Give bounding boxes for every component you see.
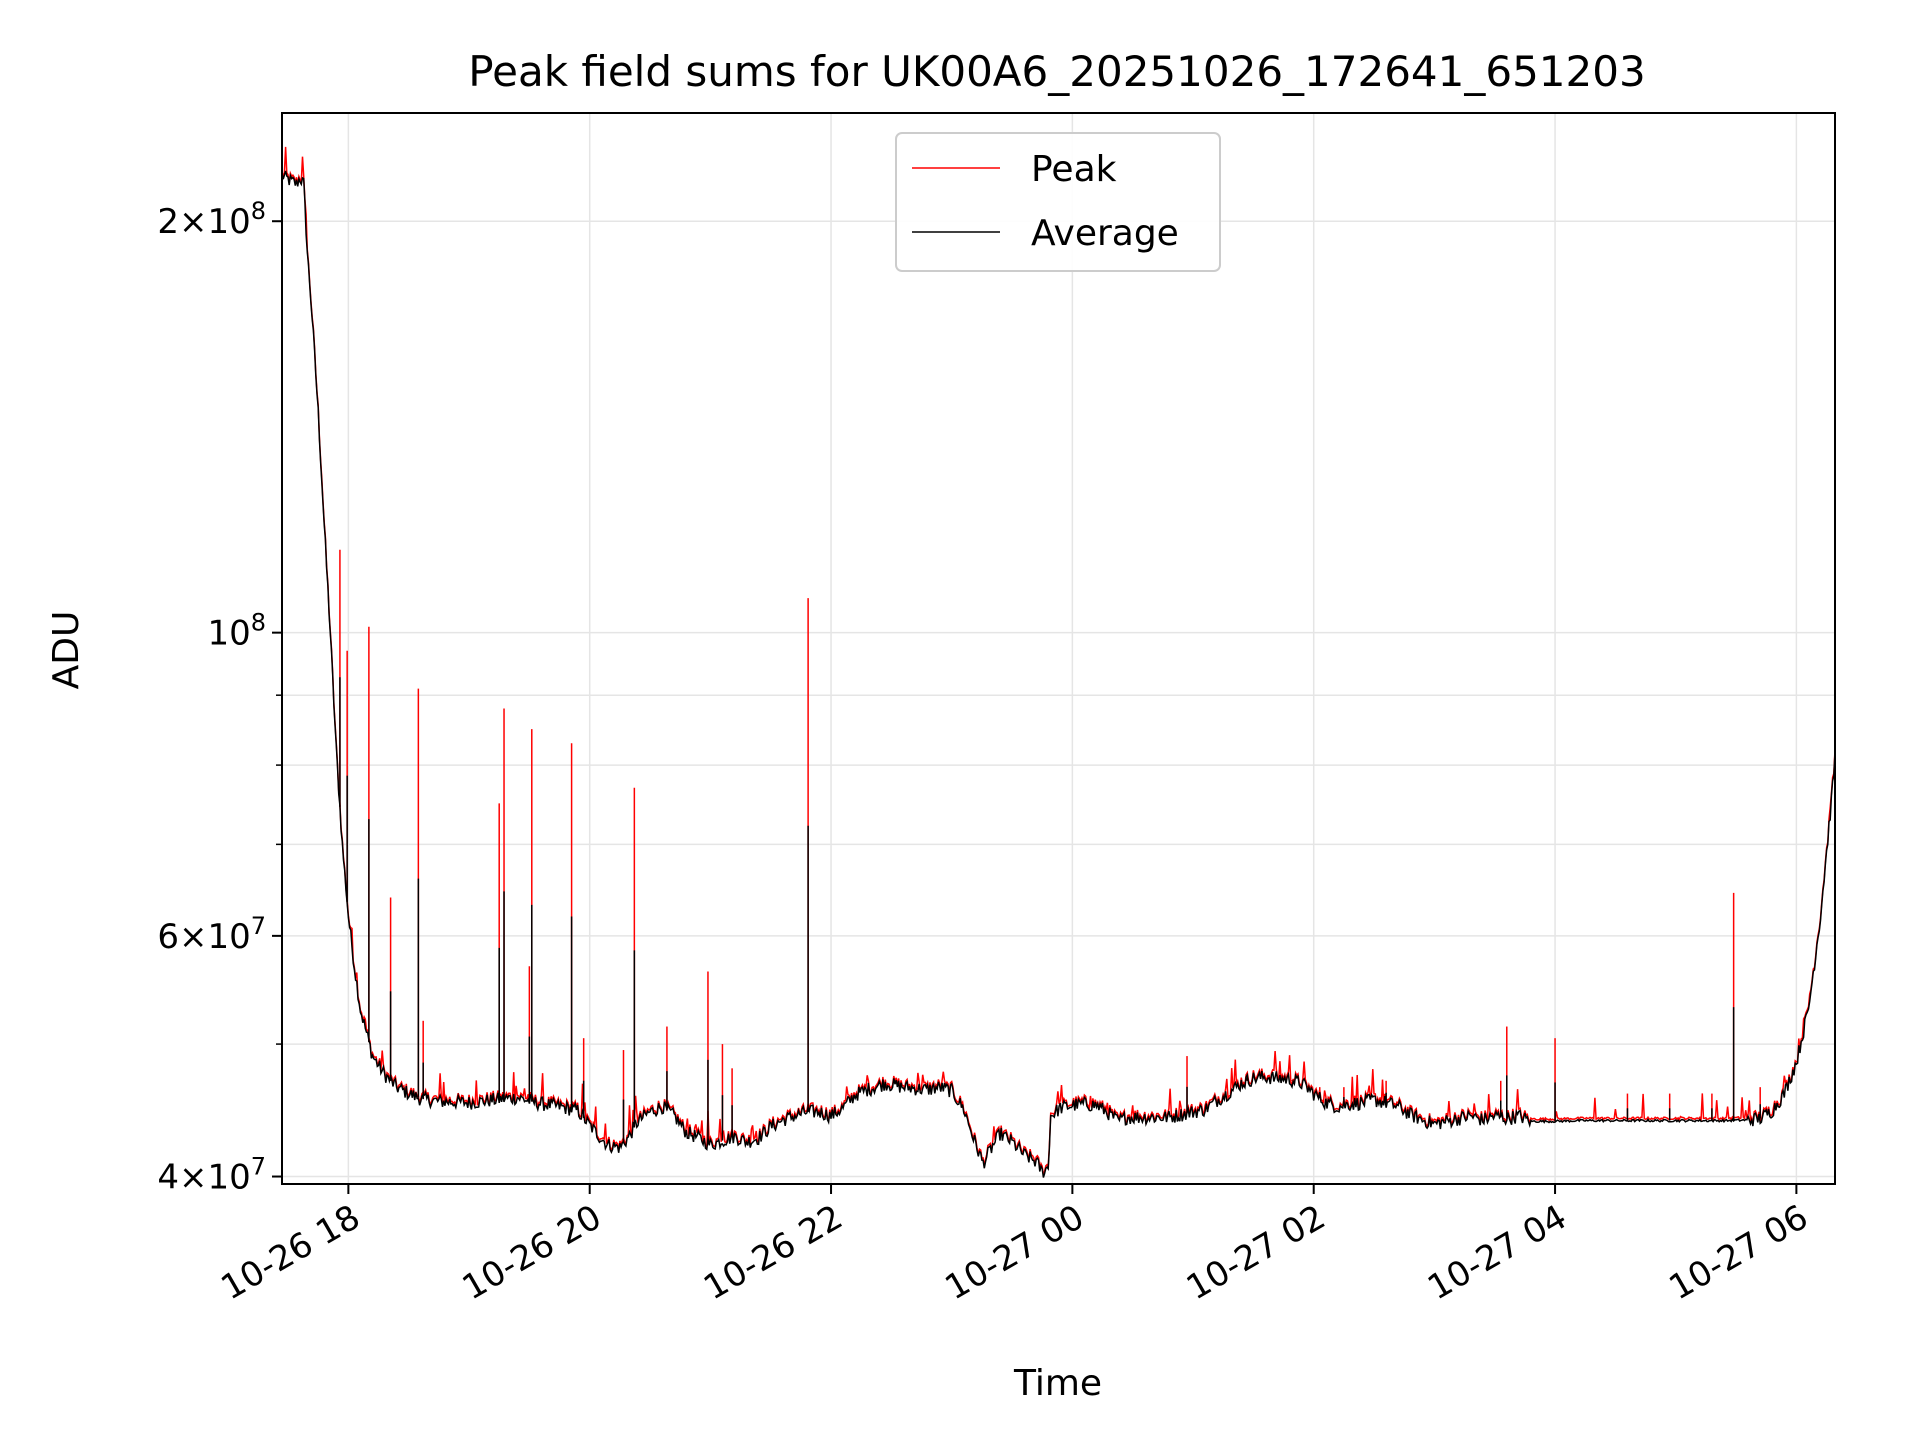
chart-title: Peak field sums for UK00A6_20251026_1726… — [468, 47, 1645, 96]
plot-area — [282, 146, 1835, 1178]
legend-peak-label: Peak — [1031, 149, 1117, 190]
y-tick-label: 2×108 — [157, 197, 266, 242]
y-tick-label: 4×107 — [157, 1153, 266, 1198]
legend: Peak Average — [895, 132, 1221, 272]
axes-frame — [281, 112, 1836, 1185]
x-axis-label: Time — [1013, 1363, 1102, 1404]
legend-average-label: Average — [1031, 213, 1179, 254]
y-axis-label: ADU — [46, 611, 87, 690]
average-series-line — [282, 170, 1835, 1178]
y-tick-label: 6×107 — [157, 912, 266, 957]
